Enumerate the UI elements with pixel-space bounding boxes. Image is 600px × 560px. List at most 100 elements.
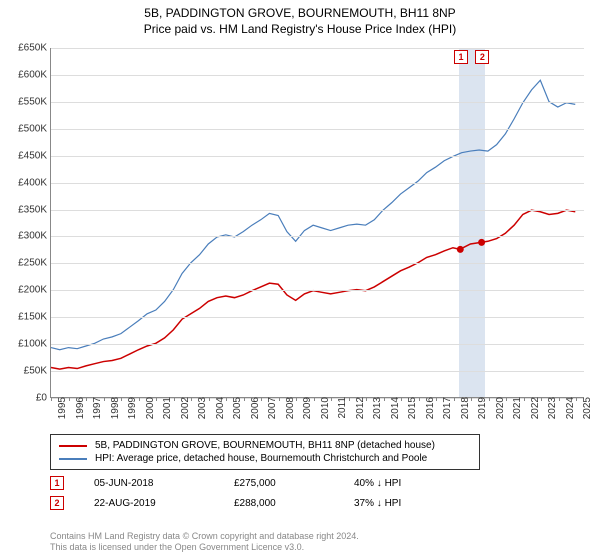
footer-attribution: Contains HM Land Registry data © Crown c… <box>50 531 359 554</box>
gridline <box>51 48 584 49</box>
y-axis-label: £500K <box>18 123 51 134</box>
x-axis-label: 2014 <box>388 397 401 419</box>
x-tick <box>559 397 560 401</box>
gridline <box>51 344 584 345</box>
gridline <box>51 371 584 372</box>
x-tick <box>86 397 87 401</box>
x-axis-label: 2007 <box>265 397 278 419</box>
y-axis-label: £150K <box>18 312 51 323</box>
x-tick <box>156 397 157 401</box>
y-axis-label: £250K <box>18 258 51 269</box>
gridline <box>51 129 584 130</box>
sales-table: 1 05-JUN-2018 £275,000 40% ↓ HPI 2 22-AU… <box>50 476 464 516</box>
x-tick <box>454 397 455 401</box>
x-axis-label: 2016 <box>423 397 436 419</box>
gridline <box>51 102 584 103</box>
title-block: 5B, PADDINGTON GROVE, BOURNEMOUTH, BH11 … <box>0 0 600 36</box>
x-tick <box>506 397 507 401</box>
y-axis-label: £50K <box>24 366 51 377</box>
x-axis-label: 1997 <box>90 397 103 419</box>
gridline <box>51 290 584 291</box>
x-axis-label: 2000 <box>143 397 156 419</box>
x-axis-label: 2024 <box>563 397 576 419</box>
y-axis-label: £450K <box>18 150 51 161</box>
x-tick <box>349 397 350 401</box>
legend-row: HPI: Average price, detached house, Bour… <box>59 452 471 465</box>
x-axis-label: 1995 <box>55 397 68 419</box>
x-tick <box>384 397 385 401</box>
x-tick <box>541 397 542 401</box>
x-tick <box>226 397 227 401</box>
x-axis-label: 2015 <box>405 397 418 419</box>
sale-date: 05-JUN-2018 <box>94 478 204 489</box>
x-tick <box>279 397 280 401</box>
x-axis-label: 2010 <box>318 397 331 419</box>
x-tick <box>296 397 297 401</box>
x-axis-label: 2004 <box>213 397 226 419</box>
sale-change: 40% ↓ HPI <box>354 478 464 489</box>
gridline <box>51 183 584 184</box>
legend: 5B, PADDINGTON GROVE, BOURNEMOUTH, BH11 … <box>50 434 480 470</box>
x-axis-label: 2021 <box>510 397 523 419</box>
sale-change: 37% ↓ HPI <box>354 498 464 509</box>
x-tick <box>261 397 262 401</box>
gridline <box>51 236 584 237</box>
chart-marker-badge: 1 <box>454 50 468 64</box>
x-tick <box>174 397 175 401</box>
sale-date: 22-AUG-2019 <box>94 498 204 509</box>
y-axis-label: £600K <box>18 69 51 80</box>
y-axis-label: £550K <box>18 96 51 107</box>
x-axis-label: 2019 <box>475 397 488 419</box>
x-axis-label: 2006 <box>248 397 261 419</box>
x-axis-label: 2009 <box>300 397 313 419</box>
x-tick <box>576 397 577 401</box>
x-tick <box>436 397 437 401</box>
x-axis-label: 2002 <box>178 397 191 419</box>
x-axis-label: 2020 <box>493 397 506 419</box>
chart-title: 5B, PADDINGTON GROVE, BOURNEMOUTH, BH11 … <box>0 6 600 20</box>
x-tick <box>524 397 525 401</box>
y-axis-label: £300K <box>18 231 51 242</box>
x-axis-label: 2023 <box>545 397 558 419</box>
x-tick <box>471 397 472 401</box>
series-hpi <box>51 80 575 350</box>
x-tick <box>331 397 332 401</box>
legend-swatch-hpi <box>59 458 87 460</box>
sale-marker-dot <box>478 239 485 246</box>
x-axis-label: 1999 <box>125 397 138 419</box>
x-tick <box>209 397 210 401</box>
sale-price: £275,000 <box>234 478 324 489</box>
plot-area: £0£50K£100K£150K£200K£250K£300K£350K£400… <box>50 48 584 398</box>
x-axis-label: 1998 <box>108 397 121 419</box>
legend-label-hpi: HPI: Average price, detached house, Bour… <box>95 453 427 464</box>
x-axis-label: 2013 <box>370 397 383 419</box>
x-tick <box>139 397 140 401</box>
gridline <box>51 75 584 76</box>
footer-line: This data is licensed under the Open Gov… <box>50 542 359 554</box>
x-tick <box>419 397 420 401</box>
x-tick <box>314 397 315 401</box>
x-tick <box>191 397 192 401</box>
x-tick <box>51 397 52 401</box>
y-axis-label: £0 <box>36 393 51 404</box>
x-axis-label: 2008 <box>283 397 296 419</box>
x-axis-label: 2025 <box>580 397 593 419</box>
x-axis-label: 2005 <box>230 397 243 419</box>
legend-label-property: 5B, PADDINGTON GROVE, BOURNEMOUTH, BH11 … <box>95 440 435 451</box>
y-axis-label: £200K <box>18 285 51 296</box>
x-axis-label: 2001 <box>160 397 173 419</box>
x-tick <box>121 397 122 401</box>
x-tick <box>489 397 490 401</box>
sale-price: £288,000 <box>234 498 324 509</box>
chart-container: 5B, PADDINGTON GROVE, BOURNEMOUTH, BH11 … <box>0 0 600 560</box>
x-axis-label: 2011 <box>335 397 348 419</box>
x-axis-label: 1996 <box>73 397 86 419</box>
y-axis-label: £400K <box>18 177 51 188</box>
x-axis-label: 2012 <box>353 397 366 419</box>
x-tick <box>244 397 245 401</box>
y-axis-label: £350K <box>18 204 51 215</box>
x-axis-label: 2003 <box>195 397 208 419</box>
chart-marker-badge: 2 <box>475 50 489 64</box>
legend-row: 5B, PADDINGTON GROVE, BOURNEMOUTH, BH11 … <box>59 439 471 452</box>
table-row: 2 22-AUG-2019 £288,000 37% ↓ HPI <box>50 496 464 510</box>
